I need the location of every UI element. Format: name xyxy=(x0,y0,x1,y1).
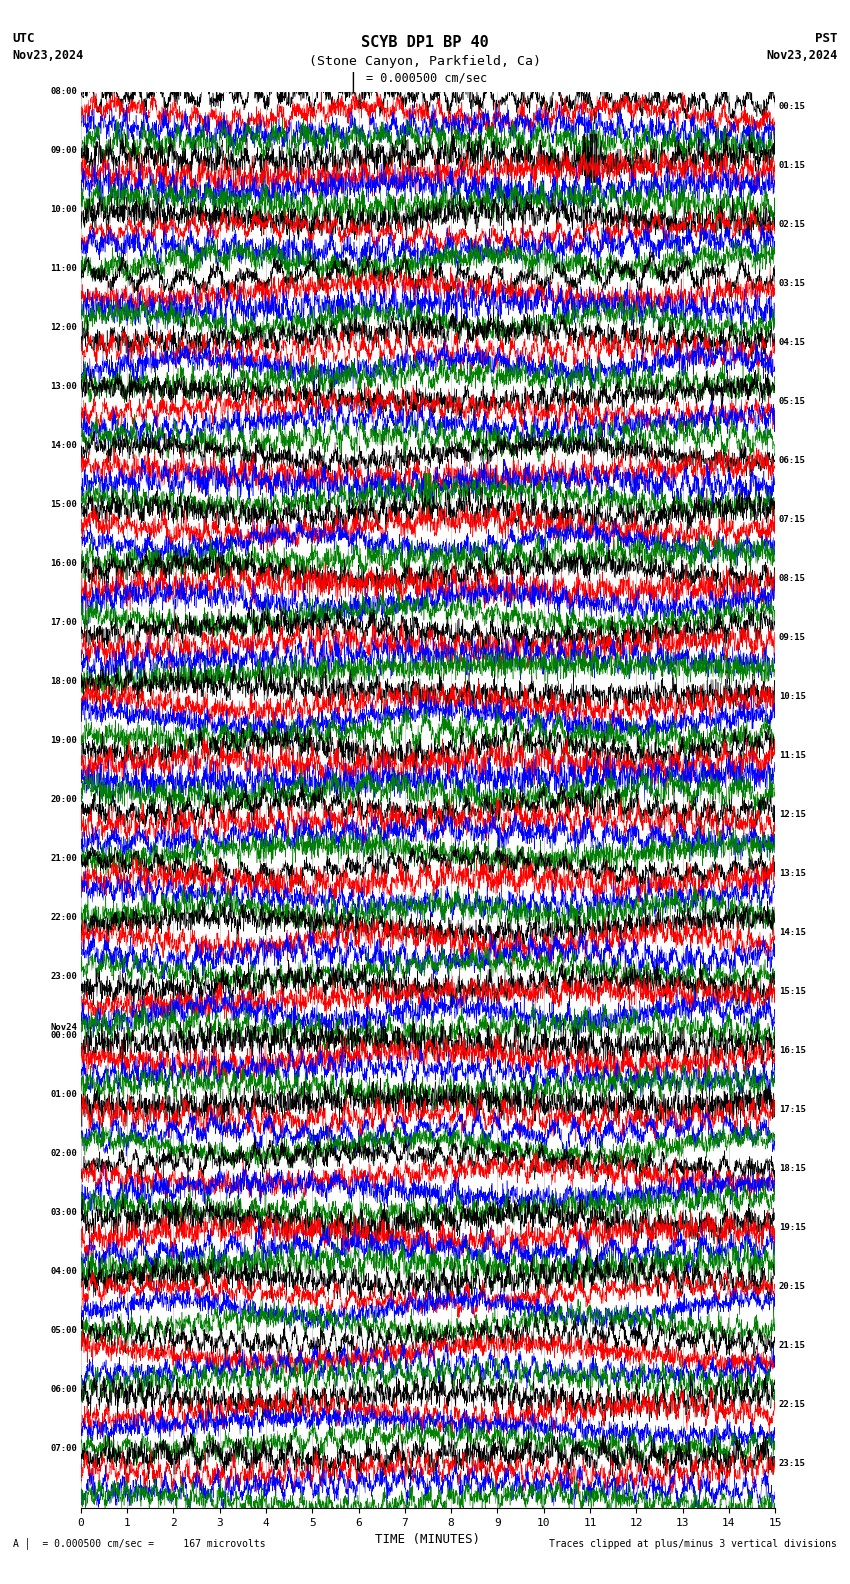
Text: 20:15: 20:15 xyxy=(779,1281,806,1291)
Text: A │  = 0.000500 cm/sec =     167 microvolts: A │ = 0.000500 cm/sec = 167 microvolts xyxy=(13,1538,265,1549)
Text: PST: PST xyxy=(815,32,837,44)
Text: Nov23,2024: Nov23,2024 xyxy=(766,49,837,62)
Text: │: │ xyxy=(348,71,358,93)
Text: Nov24: Nov24 xyxy=(50,1023,77,1031)
Text: 20:00: 20:00 xyxy=(50,795,77,805)
Text: 22:00: 22:00 xyxy=(50,914,77,922)
Text: (Stone Canyon, Parkfield, Ca): (Stone Canyon, Parkfield, Ca) xyxy=(309,55,541,68)
Text: 13:15: 13:15 xyxy=(779,870,806,878)
Text: 09:15: 09:15 xyxy=(779,634,806,642)
Text: 18:00: 18:00 xyxy=(50,678,77,686)
Text: Nov23,2024: Nov23,2024 xyxy=(13,49,84,62)
Text: 12:15: 12:15 xyxy=(779,809,806,819)
Text: 19:00: 19:00 xyxy=(50,737,77,746)
Text: 16:15: 16:15 xyxy=(779,1045,806,1055)
Text: 13:00: 13:00 xyxy=(50,382,77,391)
Text: 23:15: 23:15 xyxy=(779,1459,806,1468)
Text: 04:15: 04:15 xyxy=(779,337,806,347)
Text: 01:00: 01:00 xyxy=(50,1090,77,1099)
Text: 07:15: 07:15 xyxy=(779,515,806,524)
Text: 00:00: 00:00 xyxy=(50,1031,77,1041)
Text: 02:00: 02:00 xyxy=(50,1150,77,1158)
Text: 03:00: 03:00 xyxy=(50,1209,77,1218)
Text: 15:15: 15:15 xyxy=(779,987,806,996)
Text: SCYB DP1 BP 40: SCYB DP1 BP 40 xyxy=(361,35,489,49)
Text: 23:00: 23:00 xyxy=(50,973,77,982)
Text: 03:15: 03:15 xyxy=(779,279,806,288)
Text: 14:00: 14:00 xyxy=(50,442,77,450)
Text: UTC: UTC xyxy=(13,32,35,44)
Text: 11:00: 11:00 xyxy=(50,265,77,274)
Text: 17:00: 17:00 xyxy=(50,618,77,627)
Text: 19:15: 19:15 xyxy=(779,1223,806,1232)
Text: 17:15: 17:15 xyxy=(779,1106,806,1114)
Text: Traces clipped at plus/minus 3 vertical divisions: Traces clipped at plus/minus 3 vertical … xyxy=(549,1540,837,1549)
Text: 05:15: 05:15 xyxy=(779,398,806,406)
Text: 16:00: 16:00 xyxy=(50,559,77,569)
Text: 07:00: 07:00 xyxy=(50,1445,77,1454)
Text: 05:00: 05:00 xyxy=(50,1326,77,1335)
Text: 18:15: 18:15 xyxy=(779,1164,806,1174)
Text: 00:15: 00:15 xyxy=(779,101,806,111)
Text: 12:00: 12:00 xyxy=(50,323,77,333)
Text: 01:15: 01:15 xyxy=(779,162,806,169)
X-axis label: TIME (MINUTES): TIME (MINUTES) xyxy=(376,1533,480,1546)
Text: 22:15: 22:15 xyxy=(779,1400,806,1410)
Text: 10:15: 10:15 xyxy=(779,692,806,702)
Text: 06:00: 06:00 xyxy=(50,1386,77,1394)
Text: 14:15: 14:15 xyxy=(779,928,806,938)
Text: 02:15: 02:15 xyxy=(779,220,806,230)
Text: 11:15: 11:15 xyxy=(779,751,806,760)
Text: 09:00: 09:00 xyxy=(50,146,77,155)
Text: 08:00: 08:00 xyxy=(50,87,77,97)
Text: 21:00: 21:00 xyxy=(50,854,77,863)
Text: 04:00: 04:00 xyxy=(50,1267,77,1277)
Text: 08:15: 08:15 xyxy=(779,573,806,583)
Text: = 0.000500 cm/sec: = 0.000500 cm/sec xyxy=(366,71,486,84)
Text: 06:15: 06:15 xyxy=(779,456,806,466)
Text: 21:15: 21:15 xyxy=(779,1342,806,1350)
Text: 15:00: 15:00 xyxy=(50,501,77,510)
Text: 10:00: 10:00 xyxy=(50,206,77,214)
